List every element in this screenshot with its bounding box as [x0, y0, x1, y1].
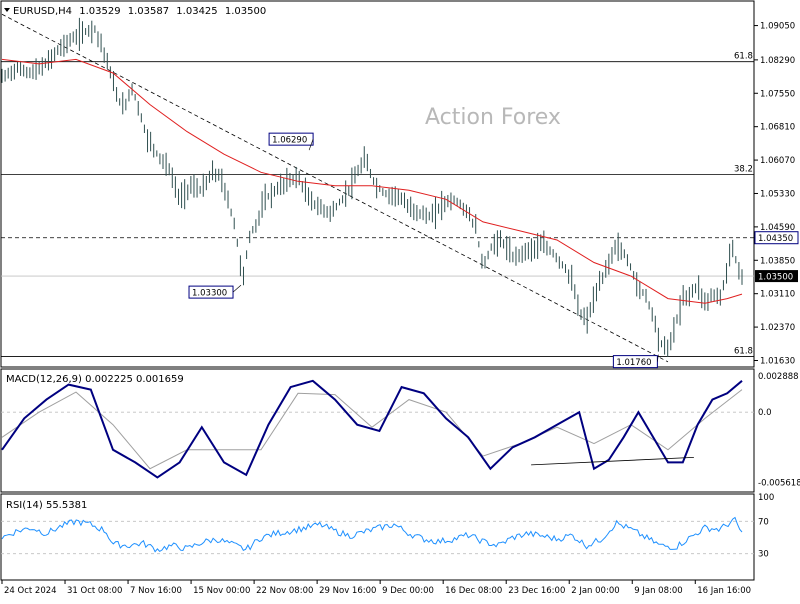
price-y-tick-label: 1.06810 — [760, 123, 795, 133]
header-text: EURUSD,H4 1.03529 1.03587 1.03425 1.0350… — [13, 6, 266, 17]
dropdown-triangle-icon[interactable] — [4, 8, 10, 12]
macd-signal-line — [1, 389, 743, 470]
macd-divergence-line — [531, 456, 694, 466]
x-tick-label: 9 Jan 08:00 — [634, 586, 682, 596]
x-tick-label: 7 Nov 16:00 — [130, 586, 182, 596]
price-annotation-connector — [657, 354, 659, 362]
fib-level-label: 61.8 — [734, 346, 753, 356]
header-low: 1.03425 — [176, 6, 217, 17]
rsi-y-tick-label: 30 — [758, 550, 769, 560]
fib-level-label: 38.2 — [734, 165, 753, 175]
header-high: 1.03587 — [128, 6, 169, 17]
price-annotation-label: 1.03300 — [192, 289, 227, 299]
price-y-tick-label: 1.03850 — [760, 256, 795, 266]
price-y-tick-label: 1.01630 — [760, 356, 795, 366]
header-close: 1.03500 — [225, 6, 266, 17]
price-y-tick-label: 1.08290 — [760, 56, 795, 66]
x-tick-label: 16 Jan 16:00 — [697, 586, 751, 596]
header-open: 1.03529 — [79, 6, 120, 17]
price-y-tick-label: 1.04590 — [760, 223, 795, 233]
macd-line — [1, 379, 743, 479]
price-y-tick-label: 1.02370 — [760, 323, 795, 333]
price-panel-frame — [0, 0, 755, 368]
macd-layer: 0.002888 0.0 -0.005618 — [1, 372, 800, 489]
watermark: Action Forex — [425, 105, 561, 130]
x-tick-label: 23 Dec 16:00 — [508, 586, 565, 596]
x-tick-label: 16 Dec 08:00 — [445, 586, 502, 596]
macd-y-tick-label: 0.002888 — [758, 372, 799, 382]
trend-line — [1, 13, 669, 363]
rsi-y-tick-label: 70 — [758, 517, 769, 527]
price-annotation-connector — [308, 139, 314, 151]
price-y-tick-label: 1.07550 — [760, 89, 795, 99]
rsi-line — [1, 516, 743, 553]
x-tick-label: 15 Nov 00:00 — [193, 586, 250, 596]
price-y-tick-label: 1.03110 — [760, 290, 795, 300]
x-tick-label: 2 Jan 00:00 — [571, 586, 619, 596]
rsi-layer: 100 70 30 — [1, 493, 774, 560]
x-tick-label: 31 Oct 08:00 — [67, 586, 122, 596]
macd-y-tick-label: 0.0 — [758, 408, 772, 418]
header-symbol: EURUSD,H4 — [13, 6, 72, 17]
resistance-price-label: 1.04350 — [758, 234, 793, 244]
axis-layer: 1.09050 1.08290 1.07550 1.06810 1.06070 1.053… — [1, 22, 795, 596]
resistance-price-box — [754, 231, 799, 245]
current-price-label: 1.03500 — [758, 273, 793, 283]
x-tick-label: 29 Nov 16:00 — [319, 586, 376, 596]
price-y-tick-label: 1.09050 — [760, 22, 795, 32]
price-annotation-connector — [232, 284, 242, 293]
price-layer: 61.8 38.2 61.8 1.04350 1.03500 1.06290 1.03300… — [1, 13, 799, 369]
current-price-box — [755, 270, 798, 283]
price-y-tick-label: 1.05330 — [760, 189, 795, 199]
fib-level-label: 61.8 — [734, 52, 753, 62]
price-annotation-label: 1.01760 — [616, 358, 651, 368]
macd-y-tick-label: -0.005618 — [758, 479, 800, 489]
price-y-tick-label: 1.06070 — [760, 156, 795, 166]
rsi-panel-frame — [0, 493, 755, 581]
rsi-title: RSI(14) 55.5381 — [6, 500, 87, 511]
x-tick-label: 22 Nov 08:00 — [256, 586, 313, 596]
x-tick-label: 9 Dec 00:00 — [382, 586, 434, 596]
moving-average-line — [1, 58, 743, 304]
rsi-y-tick-label: 100 — [758, 493, 774, 503]
macd-title: MACD(12,26,9) 0.002225 0.001659 — [6, 374, 184, 385]
price-annotation-label: 1.06290 — [272, 136, 307, 146]
x-tick-label: 24 Oct 2024 — [4, 586, 57, 596]
